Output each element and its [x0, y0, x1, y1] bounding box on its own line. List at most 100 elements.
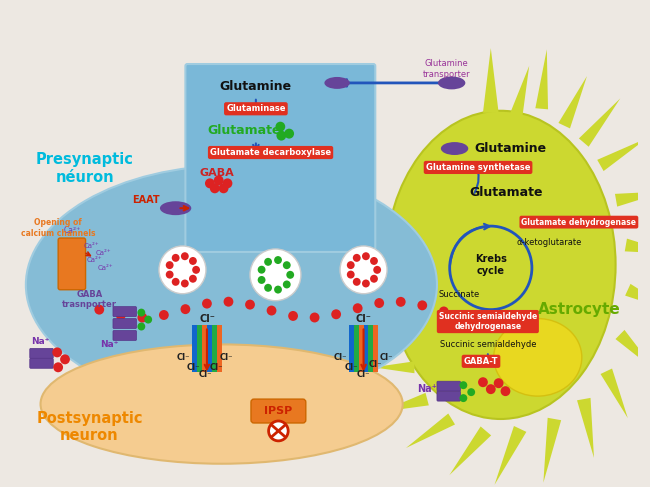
Ellipse shape: [40, 344, 403, 464]
Text: GABA: GABA: [200, 169, 234, 178]
Circle shape: [181, 280, 188, 287]
Circle shape: [370, 275, 378, 283]
Polygon shape: [394, 225, 424, 256]
Circle shape: [222, 178, 233, 188]
Circle shape: [494, 378, 504, 388]
Circle shape: [192, 266, 200, 274]
Text: Ca²⁺: Ca²⁺: [84, 243, 99, 249]
Circle shape: [202, 299, 212, 309]
Circle shape: [53, 362, 63, 372]
FancyBboxPatch shape: [30, 358, 53, 368]
Circle shape: [439, 306, 448, 317]
Bar: [207, 324, 212, 372]
Text: Cl⁻: Cl⁻: [369, 360, 382, 369]
Circle shape: [353, 303, 363, 313]
Text: Cl⁻: Cl⁻: [380, 353, 393, 362]
Text: IPSP: IPSP: [265, 406, 292, 416]
Polygon shape: [509, 66, 529, 120]
Circle shape: [264, 284, 272, 292]
Bar: [373, 324, 378, 372]
Polygon shape: [601, 369, 628, 418]
Bar: [216, 324, 222, 372]
Circle shape: [166, 271, 174, 279]
Bar: [212, 324, 216, 372]
Ellipse shape: [26, 166, 437, 404]
Circle shape: [266, 305, 276, 316]
Circle shape: [362, 280, 370, 287]
Polygon shape: [374, 319, 414, 335]
Circle shape: [347, 271, 355, 279]
Polygon shape: [543, 418, 561, 483]
Circle shape: [460, 394, 467, 402]
Circle shape: [159, 310, 169, 320]
Circle shape: [353, 254, 361, 262]
Circle shape: [283, 281, 291, 288]
Circle shape: [245, 300, 255, 310]
Polygon shape: [625, 284, 650, 312]
Circle shape: [137, 309, 145, 317]
Circle shape: [181, 252, 188, 260]
Circle shape: [264, 258, 272, 266]
Circle shape: [214, 175, 224, 186]
Polygon shape: [577, 398, 594, 458]
Polygon shape: [411, 181, 436, 218]
Circle shape: [486, 384, 496, 394]
Text: Cl⁻: Cl⁻: [356, 314, 372, 323]
FancyBboxPatch shape: [185, 64, 375, 252]
Circle shape: [172, 254, 179, 262]
Circle shape: [417, 300, 427, 310]
Text: Cl⁻: Cl⁻: [357, 370, 370, 379]
Circle shape: [52, 347, 62, 357]
Text: Cl⁻: Cl⁻: [345, 363, 359, 372]
Polygon shape: [616, 330, 650, 371]
Circle shape: [353, 278, 361, 286]
Circle shape: [250, 249, 301, 300]
FancyBboxPatch shape: [113, 331, 136, 340]
Text: Succinic semialdehyde: Succinic semialdehyde: [439, 340, 536, 349]
Text: Ca²⁺: Ca²⁺: [96, 250, 111, 256]
Circle shape: [276, 122, 285, 131]
Text: Cl⁻: Cl⁻: [333, 353, 347, 362]
Circle shape: [172, 278, 179, 286]
Bar: [363, 324, 369, 372]
Text: Glutamine: Glutamine: [220, 80, 292, 94]
Bar: [369, 324, 373, 372]
Circle shape: [460, 381, 467, 389]
FancyBboxPatch shape: [437, 391, 460, 401]
Text: Glutamate dehydrogenase: Glutamate dehydrogenase: [521, 218, 636, 226]
Text: GABA
trasnporter: GABA trasnporter: [62, 290, 117, 309]
Text: Glutamine: Glutamine: [474, 142, 547, 155]
Circle shape: [478, 377, 488, 387]
Text: Glutamine synthetase: Glutamine synthetase: [426, 163, 530, 172]
Text: Cl⁻: Cl⁻: [220, 353, 233, 362]
Text: Na⁺: Na⁺: [31, 337, 50, 346]
Circle shape: [268, 421, 288, 441]
Text: Na⁺: Na⁺: [100, 340, 118, 349]
Bar: [359, 324, 363, 372]
Bar: [354, 324, 359, 372]
Polygon shape: [536, 49, 548, 110]
Circle shape: [370, 257, 378, 265]
Circle shape: [189, 275, 197, 283]
Polygon shape: [558, 76, 587, 129]
Ellipse shape: [324, 77, 350, 89]
Circle shape: [500, 386, 510, 396]
Text: Glutamate decarboxylase: Glutamate decarboxylase: [210, 148, 331, 157]
Circle shape: [288, 311, 298, 321]
Circle shape: [396, 297, 406, 307]
Circle shape: [374, 298, 384, 308]
Text: Cl⁻: Cl⁻: [199, 314, 215, 323]
Circle shape: [257, 266, 265, 274]
Bar: [197, 324, 202, 372]
FancyBboxPatch shape: [113, 307, 136, 317]
FancyBboxPatch shape: [251, 399, 306, 423]
Polygon shape: [380, 393, 429, 412]
Bar: [192, 324, 197, 372]
Text: Glutaminase: Glutaminase: [226, 104, 285, 113]
Text: Ca²⁺: Ca²⁺: [86, 257, 102, 263]
Text: Glutamate: Glutamate: [470, 186, 543, 199]
Ellipse shape: [385, 111, 616, 419]
Polygon shape: [433, 143, 450, 185]
Circle shape: [274, 285, 282, 294]
Polygon shape: [625, 239, 650, 254]
